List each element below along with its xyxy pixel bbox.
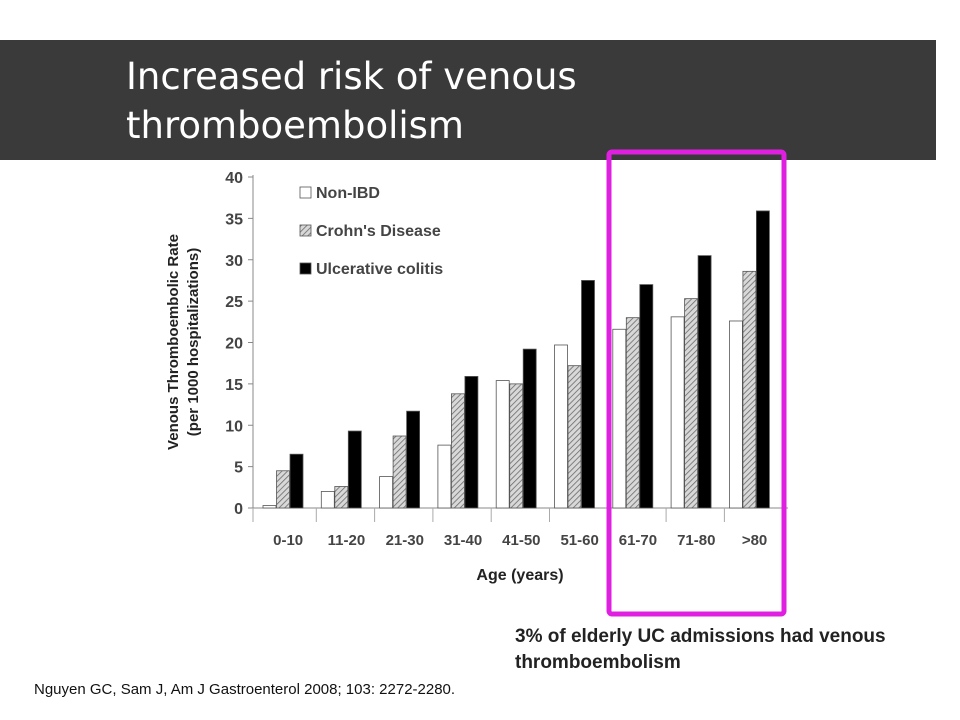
bar-non-ibd-4 — [495, 380, 510, 509]
bar-non-ibd-7 — [670, 316, 685, 509]
bar-crohn-s-disease-0 — [276, 470, 290, 509]
bar-crohn-s-disease-6 — [625, 317, 640, 509]
bar-crohn-s-disease-3 — [450, 393, 465, 509]
bar-crohn-s-disease-5 — [567, 365, 582, 509]
y-tick-label: 25 — [225, 294, 243, 311]
x-tick-label: 71-80 — [677, 532, 715, 549]
bar-crohn-s-disease-7 — [684, 298, 698, 509]
y-tick-label: 15 — [225, 377, 243, 394]
y-tick-label: 10 — [225, 418, 243, 435]
bar-ulcerative-colitis-1 — [347, 430, 362, 509]
x-tick-label: 51-60 — [560, 532, 598, 549]
y-axis-subtitle: (per 1000 hospitalizations) — [185, 248, 202, 436]
x-tick-label: 21-30 — [386, 532, 424, 549]
bar-non-ibd-8 — [729, 320, 743, 509]
y-tick-label: 40 — [225, 170, 243, 187]
bar-ulcerative-colitis-4 — [522, 348, 537, 509]
callout-text: 3% of elderly UC admissions had venous t… — [515, 626, 886, 673]
bar-non-ibd-6 — [612, 328, 627, 509]
bar-crohn-s-disease-4 — [509, 383, 524, 509]
bar-non-ibd-0 — [262, 505, 277, 509]
bar-ulcerative-colitis-2 — [406, 410, 421, 509]
bar-ulcerative-colitis-3 — [464, 376, 479, 509]
legend-swatch — [299, 224, 312, 237]
x-tick-label: 0-10 — [273, 532, 303, 549]
x-axis-title: Age (years) — [476, 567, 563, 584]
bar-non-ibd-2 — [379, 476, 394, 509]
legend-label: Ulcerative colitis — [316, 261, 443, 278]
slide-title: Increased risk of venous thromboembolism — [126, 55, 577, 147]
bar-ulcerative-colitis-7 — [697, 255, 712, 509]
y-tick-label: 5 — [234, 460, 243, 477]
x-tick-label: 41-50 — [502, 532, 540, 549]
legend: Non-IBD Crohn's Disease Ulcerative colitis — [299, 185, 443, 278]
x-tick-label: >80 — [742, 532, 767, 549]
legend-swatch — [299, 262, 312, 275]
highlight-box — [606, 149, 787, 617]
bar-crohn-s-disease-2 — [392, 435, 407, 509]
bar-non-ibd-3 — [437, 444, 452, 509]
citation: Nguyen GC, Sam J, Am J Gastroenterol 200… — [34, 681, 456, 698]
y-tick-label: 0 — [234, 501, 243, 518]
bar-ulcerative-colitis-8 — [756, 210, 770, 509]
title-bar — [0, 40, 936, 160]
bar-ulcerative-colitis-5 — [581, 280, 595, 509]
y-tick-label: 20 — [225, 336, 243, 353]
legend-label: Non-IBD — [316, 185, 380, 202]
legend-swatch — [299, 186, 312, 199]
bars — [262, 210, 770, 509]
x-tick-label: 61-70 — [619, 532, 657, 549]
bar-non-ibd-5 — [554, 344, 568, 509]
x-tick-label: 31-40 — [444, 532, 482, 549]
legend-label: Crohn's Disease — [316, 223, 441, 240]
axis-labels: 0 5 10 15 20 25 30 35 40 0-10 11-20 21-30 31-40 41-50… — [165, 170, 767, 584]
y-axis-title: Venous Thromboembolic Rate — [165, 234, 182, 450]
bar-crohn-s-disease-1 — [334, 486, 349, 509]
bar-non-ibd-1 — [320, 491, 335, 509]
bar-ulcerative-colitis-0 — [289, 453, 304, 509]
bar-crohn-s-disease-8 — [742, 270, 757, 509]
y-tick-label: 30 — [225, 253, 243, 270]
y-tick-label: 35 — [225, 211, 243, 228]
bar-ulcerative-colitis-6 — [639, 284, 654, 509]
x-tick-label: 11-20 — [328, 532, 366, 549]
